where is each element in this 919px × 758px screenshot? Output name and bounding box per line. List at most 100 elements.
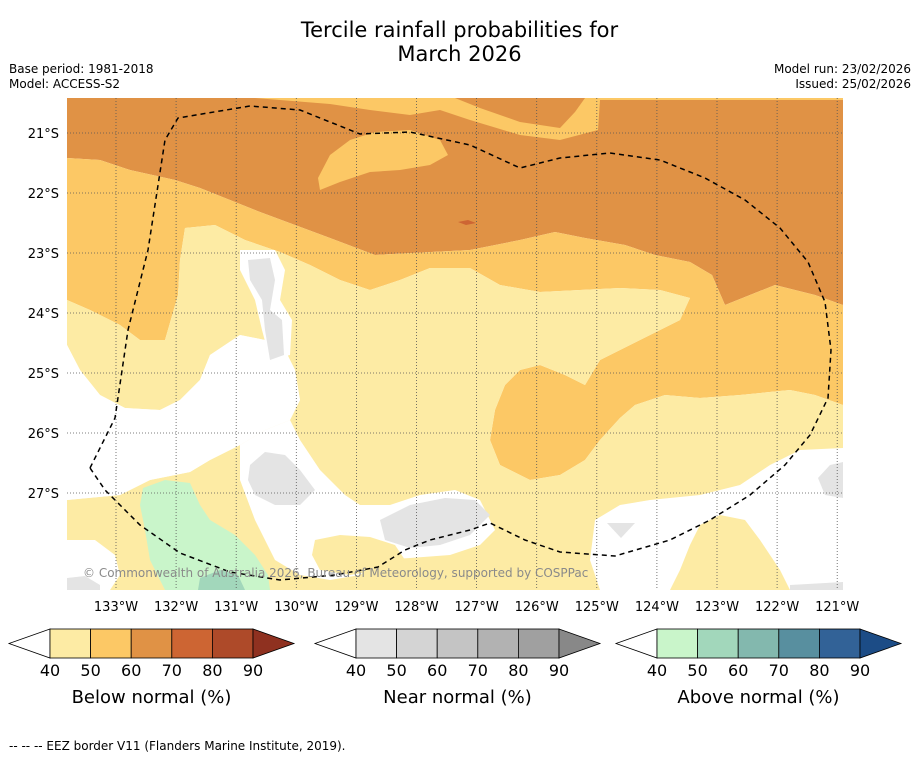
- colorbar-tick-label: 80: [809, 661, 829, 680]
- colorbar-tick-label: 40: [647, 661, 667, 680]
- colorbar-tick-label: 50: [687, 661, 707, 680]
- model-run: Model run: 23/02/2026: [773, 62, 911, 76]
- lon-tick-label: 122°W: [755, 600, 799, 615]
- colorbar-segment: [436, 628, 479, 659]
- colorbar: 40 50 60 70 80 90 Near normal (%): [313, 628, 602, 708]
- map-fill-layer: [67, 98, 843, 590]
- colorbar-segment: [211, 628, 254, 659]
- colorbar-tick-label: 80: [508, 661, 528, 680]
- colorbar-segment: [737, 628, 780, 659]
- eez-legend-footer: -- -- -- EEZ border V11 (Flanders Marine…: [9, 739, 346, 753]
- lon-tick-label: 126°W: [515, 600, 559, 615]
- lon-tick-label: 127°W: [455, 600, 499, 615]
- colorbar-segment: [49, 628, 91, 659]
- colorbar-tick-label: 60: [728, 661, 748, 680]
- lon-tick-label: 128°W: [394, 600, 438, 615]
- meta-left: Base period: 1981-2018 Model: ACCESS-S2: [9, 62, 154, 92]
- lat-tick-label: 25°S: [28, 367, 59, 382]
- colorbar: 40 50 60 70 80 90 Above normal (%): [614, 628, 903, 708]
- colorbar-group: 40 50 60 70 80 90 Below normal (%) 40 50 60 70 80 90…: [7, 628, 903, 708]
- lon-tick-label: 132°W: [154, 600, 198, 615]
- colorbar-tick-label: 50: [80, 661, 100, 680]
- below-50-patch-centre: [318, 130, 448, 190]
- near-40-patch-6: [67, 576, 100, 590]
- below-60-region: [67, 98, 843, 305]
- copyright-text: © Commonwealth of Australia 2026, Bureau…: [83, 566, 588, 580]
- colorbar-tick-label: 90: [243, 661, 263, 680]
- title-line-1: Tercile rainfall probabilities for: [300, 18, 619, 42]
- latitude-labels: 21°S 22°S 23°S 24°S 25°S 26°S 27°S: [28, 127, 59, 502]
- lon-tick-label: 124°W: [635, 600, 679, 615]
- near-40-patch-7: [790, 582, 843, 590]
- below-40-patch-south: [312, 535, 405, 575]
- colorbar-tick-label: 70: [162, 661, 182, 680]
- colorbar-tick-label: 40: [346, 661, 366, 680]
- colorbar-tick-label: 60: [427, 661, 447, 680]
- colorbar-tick-label: 80: [202, 661, 222, 680]
- colorbar-tick-label: 90: [549, 661, 569, 680]
- issued-date: Issued: 25/02/2026: [795, 77, 911, 91]
- colorbar-extend-high: [558, 628, 602, 659]
- longitude-labels: 133°W 132°W 131°W 130°W 129°W 128°W 127°W 126°W…: [94, 600, 860, 615]
- lon-tick-label: 125°W: [575, 600, 619, 615]
- meta-right: Model run: 23/02/2026 Issued: 25/02/2026: [774, 62, 911, 92]
- colorbar-segment: [819, 628, 861, 659]
- near-40-patch-5: [818, 462, 843, 498]
- near-40-patch-2: [248, 452, 315, 505]
- below-50-patch-north: [255, 98, 843, 140]
- colorbar-segment: [656, 628, 698, 659]
- below-70-spot: [458, 220, 476, 225]
- lon-tick-label: 133°W: [94, 600, 138, 615]
- colorbar-tick-label: 40: [40, 661, 60, 680]
- no-signal-region-east: [590, 448, 843, 590]
- lon-tick-label: 121°W: [815, 600, 859, 615]
- no-signal-region-west: [67, 335, 300, 500]
- colorbar-tick-label: 70: [468, 661, 488, 680]
- colorbar-segment: [697, 628, 739, 659]
- colorbar-segment: [90, 628, 132, 659]
- above-50-region: [198, 570, 245, 590]
- colorbar-tick-label: 50: [386, 661, 406, 680]
- base-period: Base period: 1981-2018: [9, 62, 154, 76]
- lat-tick-label: 24°S: [28, 307, 59, 322]
- colorbar-segment: [355, 628, 397, 659]
- colorbar-extend-high: [859, 628, 903, 659]
- lat-tick-label: 23°S: [28, 247, 59, 262]
- colorbar-label: Below normal (%): [72, 687, 232, 708]
- colorbar-extend-high: [252, 628, 296, 659]
- title-line-2: March 2026: [397, 42, 522, 66]
- colorbar-segment: [477, 628, 519, 659]
- lon-tick-label: 123°W: [695, 600, 739, 615]
- colorbar-segment: [396, 628, 438, 659]
- colorbar-segment: [171, 628, 213, 659]
- colorbar-label: Above normal (%): [677, 687, 839, 708]
- map-title: Tercile rainfall probabilities for March…: [0, 18, 919, 66]
- lon-tick-label: 131°W: [214, 600, 258, 615]
- model-name: Model: ACCESS-S2: [9, 77, 121, 91]
- colorbar: 40 50 60 70 80 90 Below normal (%): [7, 628, 296, 708]
- colorbar-segment: [518, 628, 560, 659]
- lat-tick-label: 21°S: [28, 127, 59, 142]
- near-40-patch-4: [607, 523, 635, 538]
- lat-tick-label: 26°S: [28, 427, 59, 442]
- above-40-region: [140, 480, 270, 590]
- colorbar-tick-label: 60: [121, 661, 141, 680]
- eez-border: [89, 105, 832, 581]
- lon-tick-label: 130°W: [274, 600, 318, 615]
- near-40-patch-3: [380, 498, 490, 548]
- colorbar-label: Near normal (%): [383, 687, 532, 708]
- near-40-patch-1: [248, 258, 284, 360]
- colorbar-segment: [130, 628, 173, 659]
- below-50-region: [67, 158, 843, 480]
- colorbar-extend-low: [7, 628, 51, 659]
- gridlines: [67, 98, 843, 590]
- lat-tick-label: 27°S: [28, 487, 59, 502]
- colorbar-extend-low: [313, 628, 357, 659]
- colorbar-segment: [778, 628, 820, 659]
- lon-tick-label: 129°W: [334, 600, 378, 615]
- lat-tick-label: 22°S: [28, 187, 59, 202]
- colorbar-extend-low: [614, 628, 658, 659]
- colorbar-tick-label: 90: [850, 661, 870, 680]
- colorbar-tick-label: 70: [769, 661, 789, 680]
